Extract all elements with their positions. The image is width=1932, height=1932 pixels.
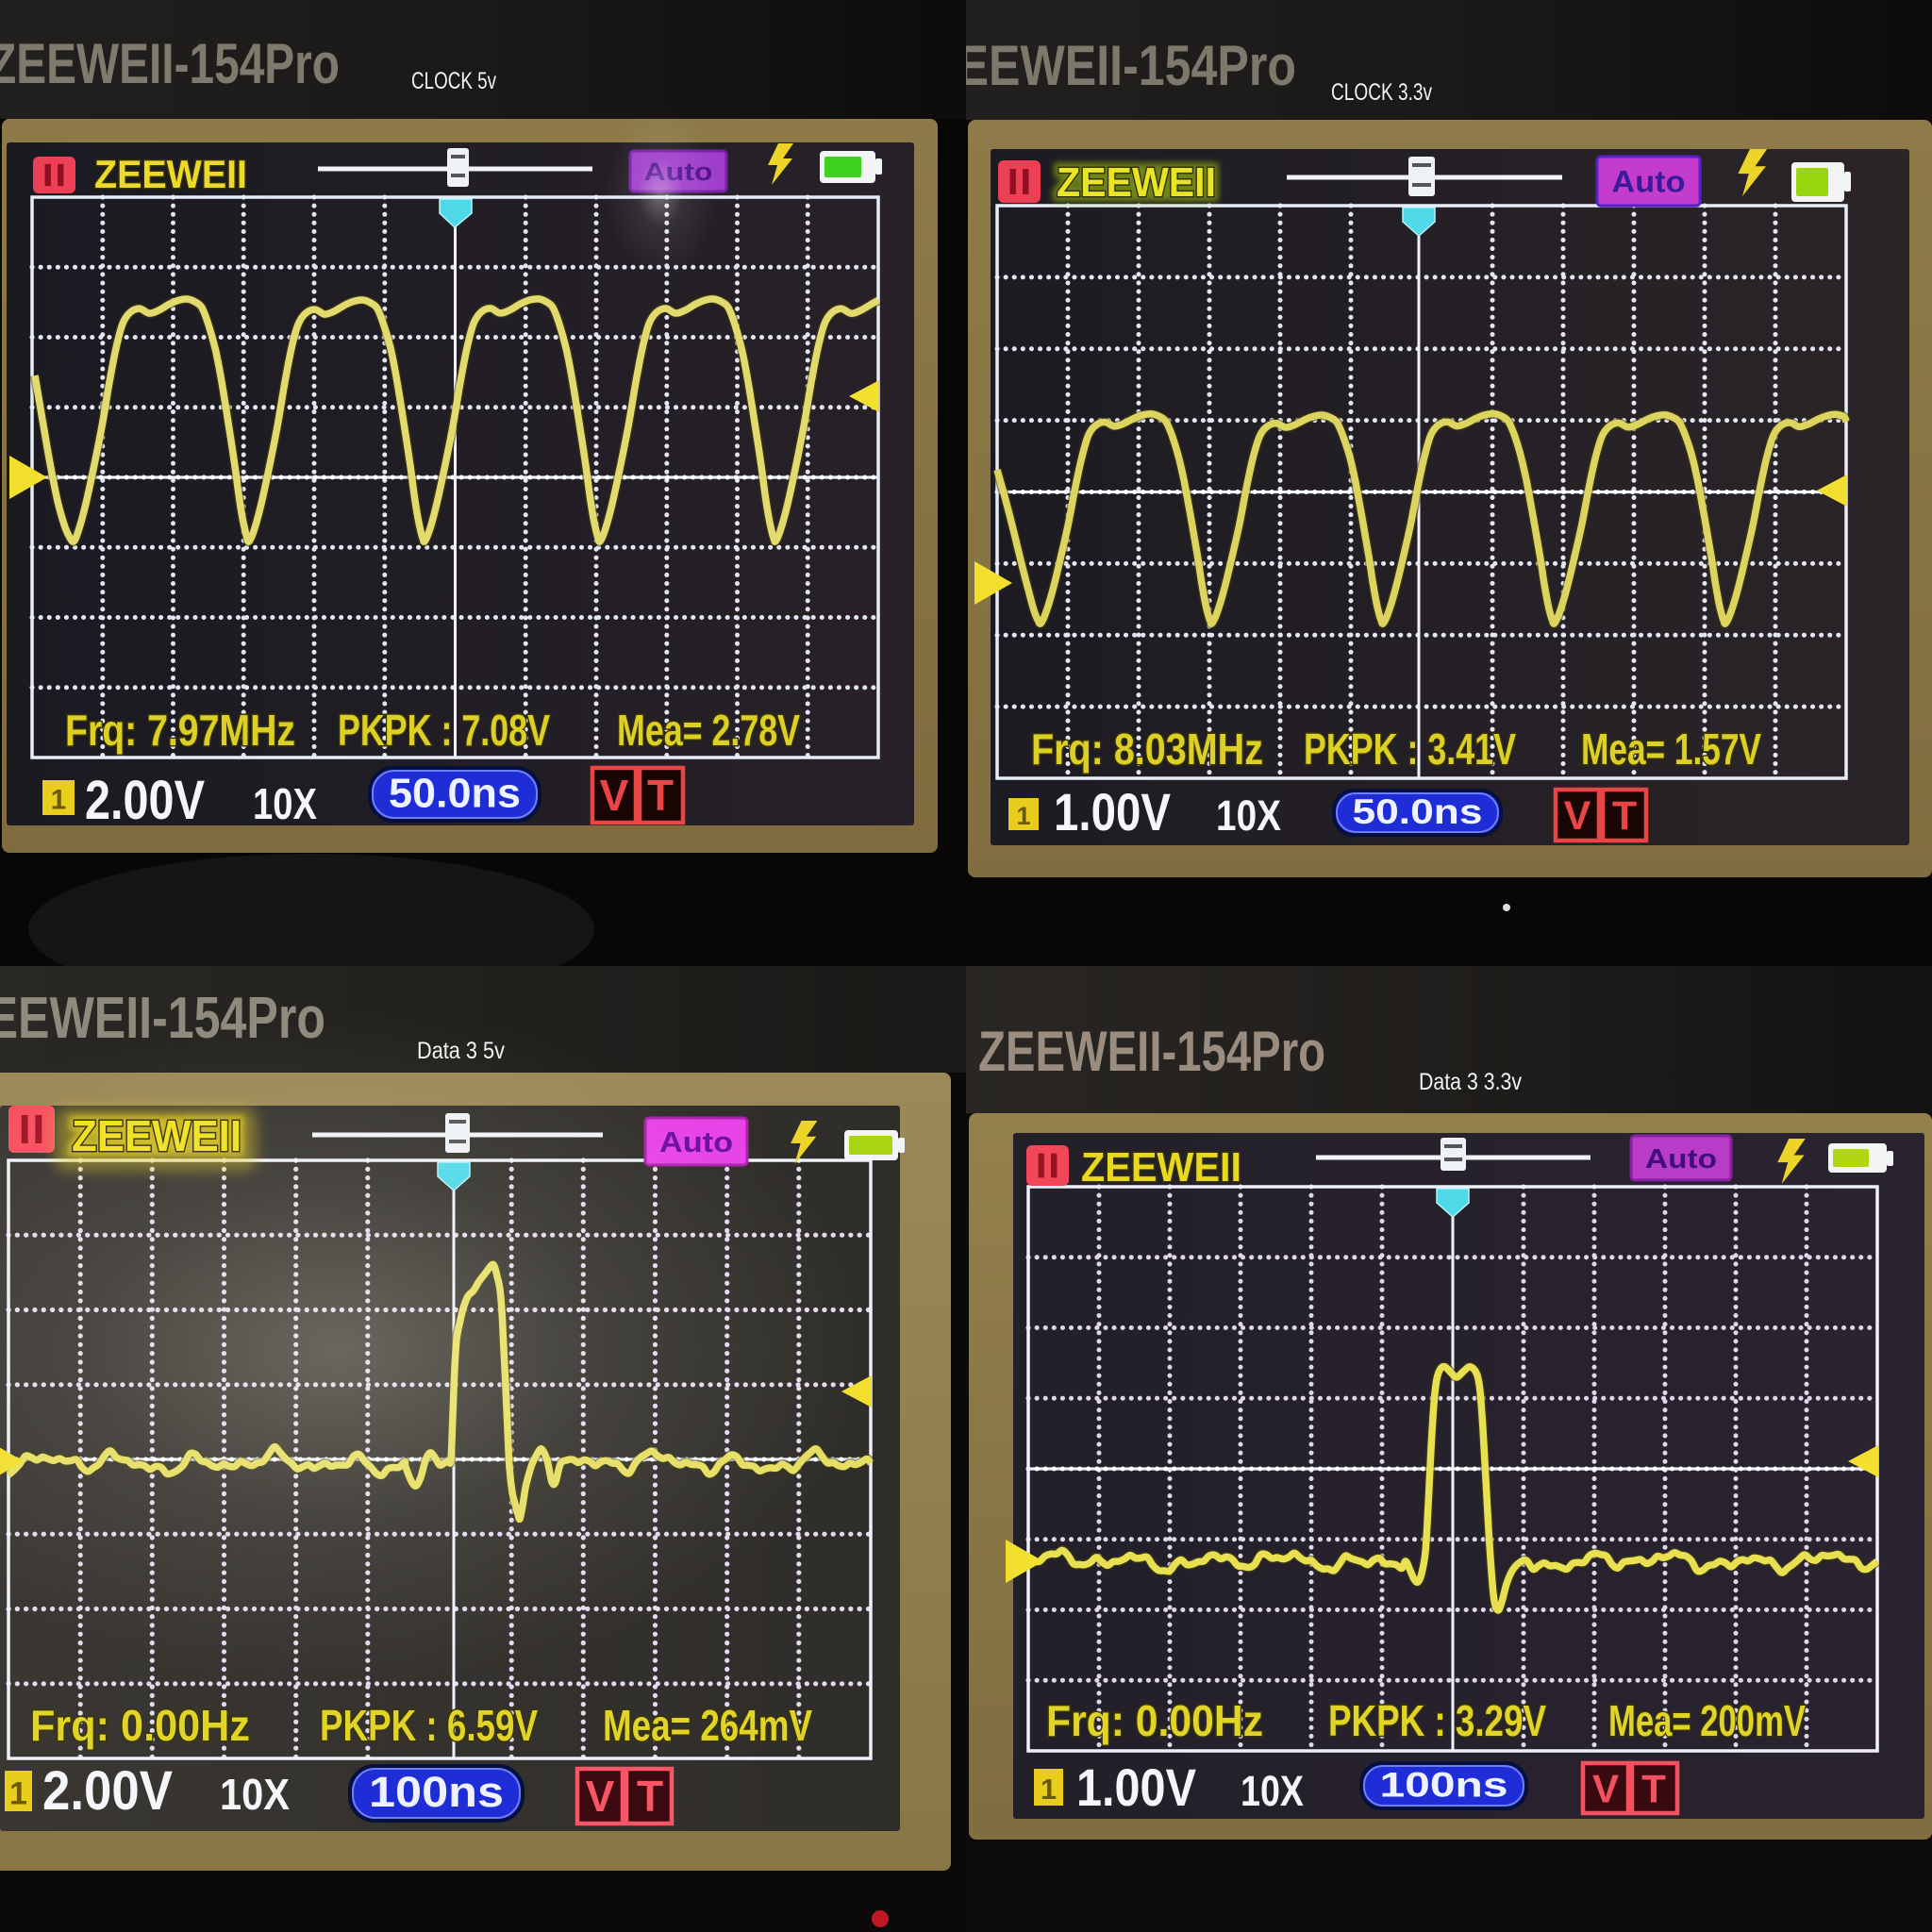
svg-text:10X: 10X — [1216, 791, 1281, 840]
svg-text:Mea= 2.78V: Mea= 2.78V — [617, 706, 800, 755]
svg-text:100ns: 100ns — [369, 1768, 504, 1816]
svg-text:1: 1 — [1016, 802, 1030, 830]
svg-text:2.00V: 2.00V — [42, 1760, 173, 1822]
svg-text:Frq: 8.03MHz: Frq: 8.03MHz — [1031, 724, 1263, 774]
svg-text:50.0ns: 50.0ns — [1353, 792, 1483, 831]
svg-text:Mea= 1.57V: Mea= 1.57V — [1581, 724, 1761, 774]
svg-text:10X: 10X — [1241, 1767, 1304, 1815]
svg-text:1: 1 — [1041, 1773, 1057, 1806]
svg-text:Frq: 0.00Hz: Frq: 0.00Hz — [30, 1701, 250, 1750]
svg-text:Auto: Auto — [1645, 1144, 1717, 1174]
svg-text:Auto: Auto — [1612, 164, 1686, 198]
svg-text:T: T — [637, 1772, 663, 1821]
svg-text:T: T — [647, 771, 674, 820]
svg-text:CLOCK 5v: CLOCK 5v — [411, 68, 496, 94]
svg-text:T: T — [1612, 793, 1637, 839]
svg-text:ZEEWEII-154Pro: ZEEWEII-154Pro — [928, 34, 1296, 97]
svg-text:V: V — [1592, 1766, 1619, 1810]
svg-text:10X: 10X — [220, 1770, 290, 1819]
svg-text:ZEEWEII: ZEEWEII — [1081, 1144, 1241, 1191]
svg-text:PKPK : 6.59V: PKPK : 6.59V — [320, 1701, 538, 1750]
svg-text:CLOCK 3.3v: CLOCK 3.3v — [1331, 79, 1432, 106]
svg-text:100ns: 100ns — [1380, 1766, 1508, 1805]
svg-text:1.00V: 1.00V — [1076, 1757, 1196, 1817]
svg-text:V: V — [586, 1772, 615, 1821]
svg-text:50.0ns: 50.0ns — [389, 770, 521, 816]
svg-text:PKPK : 3.29V: PKPK : 3.29V — [1328, 1696, 1546, 1745]
svg-text:1: 1 — [9, 1775, 27, 1811]
svg-text:ZEEWEII-154Pro: ZEEWEII-154Pro — [978, 1020, 1325, 1083]
svg-text:2.00V: 2.00V — [85, 770, 205, 831]
svg-text:Frq: 7.97MHz: Frq: 7.97MHz — [65, 706, 295, 755]
svg-text:ZEEWEII: ZEEWEII — [94, 152, 247, 196]
svg-text:ZEEWEII-154Pro: ZEEWEII-154Pro — [0, 32, 340, 95]
svg-text:PKPK : 7.08V: PKPK : 7.08V — [338, 706, 550, 755]
svg-text:V: V — [1564, 793, 1591, 839]
svg-text:T: T — [1641, 1766, 1666, 1810]
svg-text:ZEEWEII: ZEEWEII — [1057, 159, 1216, 206]
svg-text:10X: 10X — [253, 779, 317, 828]
svg-text:ZEEWEII: ZEEWEII — [1057, 159, 1216, 206]
svg-text:Frq: 0.00Hz: Frq: 0.00Hz — [1046, 1696, 1263, 1745]
svg-text:Data 3 3.3v: Data 3 3.3v — [1419, 1069, 1522, 1095]
svg-text:1.00V: 1.00V — [1054, 782, 1171, 841]
svg-text:V: V — [600, 771, 629, 820]
svg-text:PKPK : 3.41V: PKPK : 3.41V — [1304, 724, 1516, 774]
svg-text:Mea= 264mV: Mea= 264mV — [603, 1701, 812, 1750]
svg-text:Mea= 200mV: Mea= 200mV — [1608, 1696, 1806, 1745]
svg-text:1: 1 — [51, 784, 67, 815]
